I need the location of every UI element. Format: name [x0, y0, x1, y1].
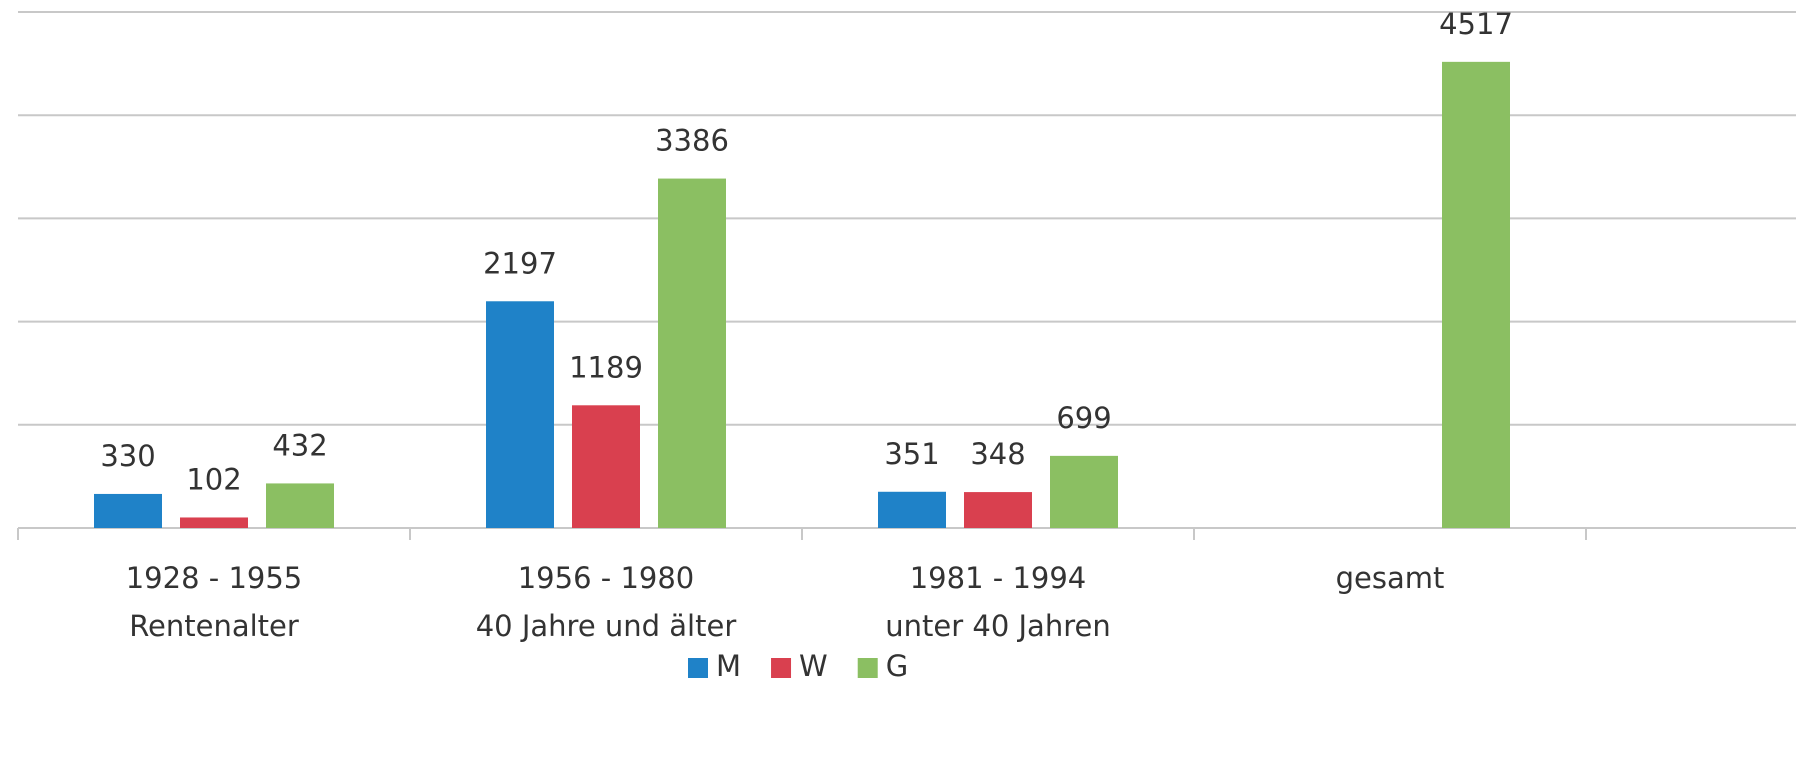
bar — [180, 517, 248, 528]
value-label: 3386 — [655, 124, 729, 158]
legend-label: G — [886, 649, 908, 683]
bar — [94, 493, 162, 528]
bar — [486, 301, 554, 528]
value-label: 330 — [100, 439, 155, 473]
bar — [964, 492, 1032, 528]
bar — [266, 483, 334, 528]
x-tick-label: 1928 - 1955 — [126, 561, 303, 595]
bar — [1050, 455, 1118, 528]
legend-label: W — [799, 649, 828, 683]
value-label: 4517 — [1439, 7, 1513, 41]
bar — [1442, 61, 1510, 528]
value-label: 351 — [884, 437, 939, 471]
value-label: 432 — [272, 428, 327, 462]
x-tick-label: unter 40 Jahren — [885, 609, 1110, 643]
bar — [658, 178, 726, 528]
legend-swatch — [771, 658, 792, 678]
value-label: 348 — [970, 437, 1025, 471]
x-tick-label: gesamt — [1336, 561, 1445, 595]
bar — [878, 491, 946, 528]
legend-swatch — [857, 658, 878, 678]
bar — [572, 405, 640, 528]
value-label: 102 — [186, 462, 241, 496]
x-tick-label: 40 Jahre und älter — [476, 609, 737, 643]
x-tick-label: Rentenalter — [129, 609, 299, 643]
value-label: 2197 — [483, 246, 557, 280]
x-tick-label: 1956 - 1980 — [518, 561, 695, 595]
legend-swatch — [688, 658, 708, 678]
x-tick-label: 1981 - 1994 — [910, 561, 1087, 595]
value-label: 1189 — [569, 350, 643, 384]
legend-label: M — [716, 649, 741, 683]
value-label: 699 — [1056, 401, 1111, 435]
